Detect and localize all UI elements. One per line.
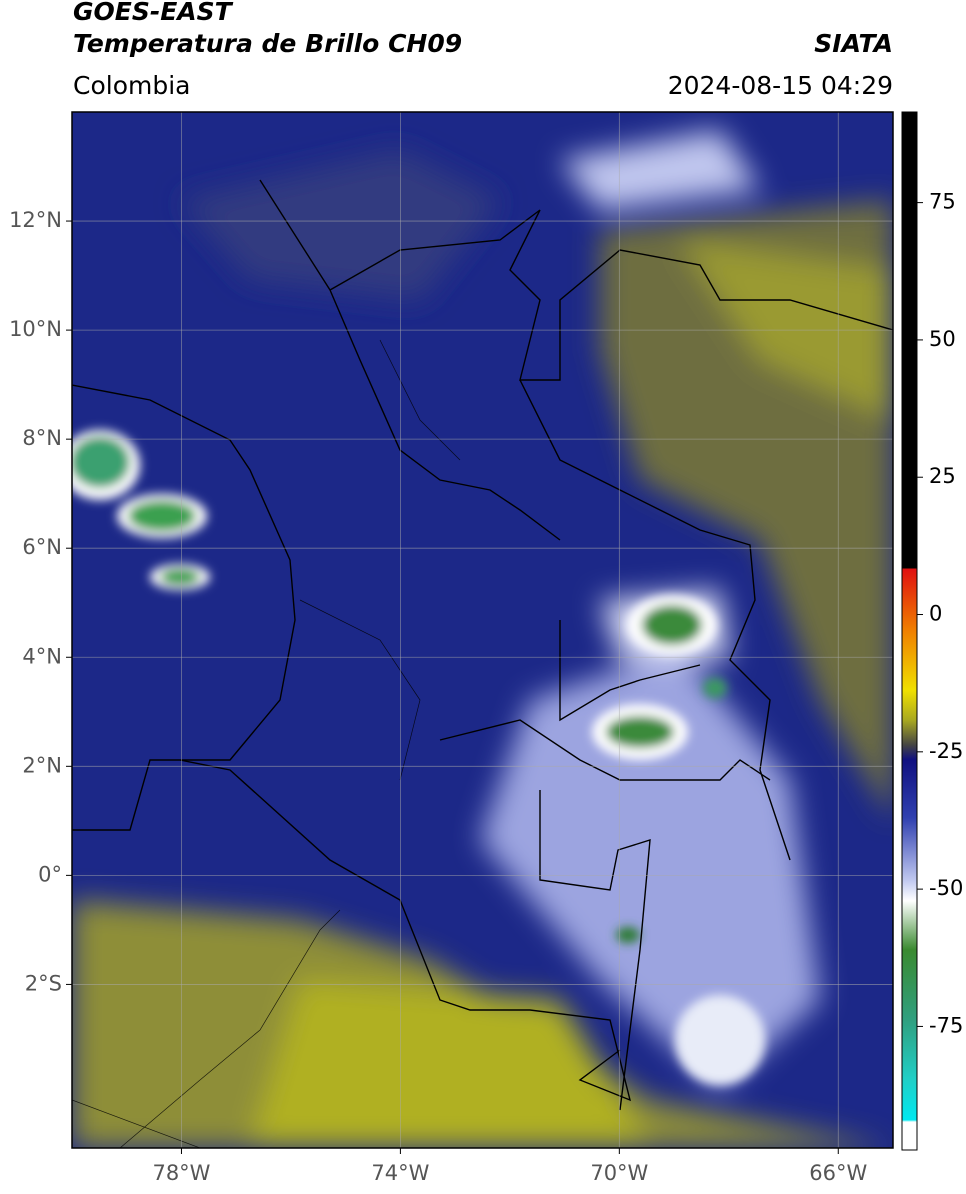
lon-tick-label: 74°W	[371, 1161, 429, 1185]
lat-tick-label: 0°	[38, 862, 62, 886]
graticule	[72, 112, 893, 1148]
lat-tick-label: 8°N	[22, 426, 62, 450]
datetime: 2024-08-15 04:29	[668, 71, 893, 100]
lat-tick-label: 2°N	[22, 753, 62, 777]
lon-tick-label: 70°W	[590, 1161, 648, 1185]
lon-tick-label: 78°W	[152, 1161, 210, 1185]
colorbar-tick-label: 0	[929, 602, 942, 626]
lat-tick-label: 6°N	[22, 535, 62, 559]
lat-tick-label: 10°N	[9, 317, 62, 341]
lat-tick-label: 12°N	[9, 208, 62, 232]
lat-tick-label: 2°S	[25, 971, 62, 995]
title: GOES-EAST	[73, 0, 234, 26]
colorbar-tick-label: 25	[929, 464, 956, 488]
colorbar-tick-label: -75	[929, 1013, 963, 1037]
source: SIATA	[814, 29, 893, 58]
colorbar-tick-label: 50	[929, 327, 956, 351]
colorbar-tick-label: -25	[929, 739, 963, 763]
subtitle: Temperatura de Brillo CH09	[73, 29, 462, 58]
colorbar	[901, 111, 918, 1151]
map-frame	[71, 111, 894, 1149]
lon-tick-label: 66°W	[809, 1161, 867, 1185]
lat-tick-label: 4°N	[22, 644, 62, 668]
region: Colombia	[73, 71, 190, 100]
colorbar-tick-label: -50	[929, 876, 963, 900]
colorbar-tick-label: 75	[929, 190, 956, 214]
satellite-image	[72, 112, 893, 1148]
